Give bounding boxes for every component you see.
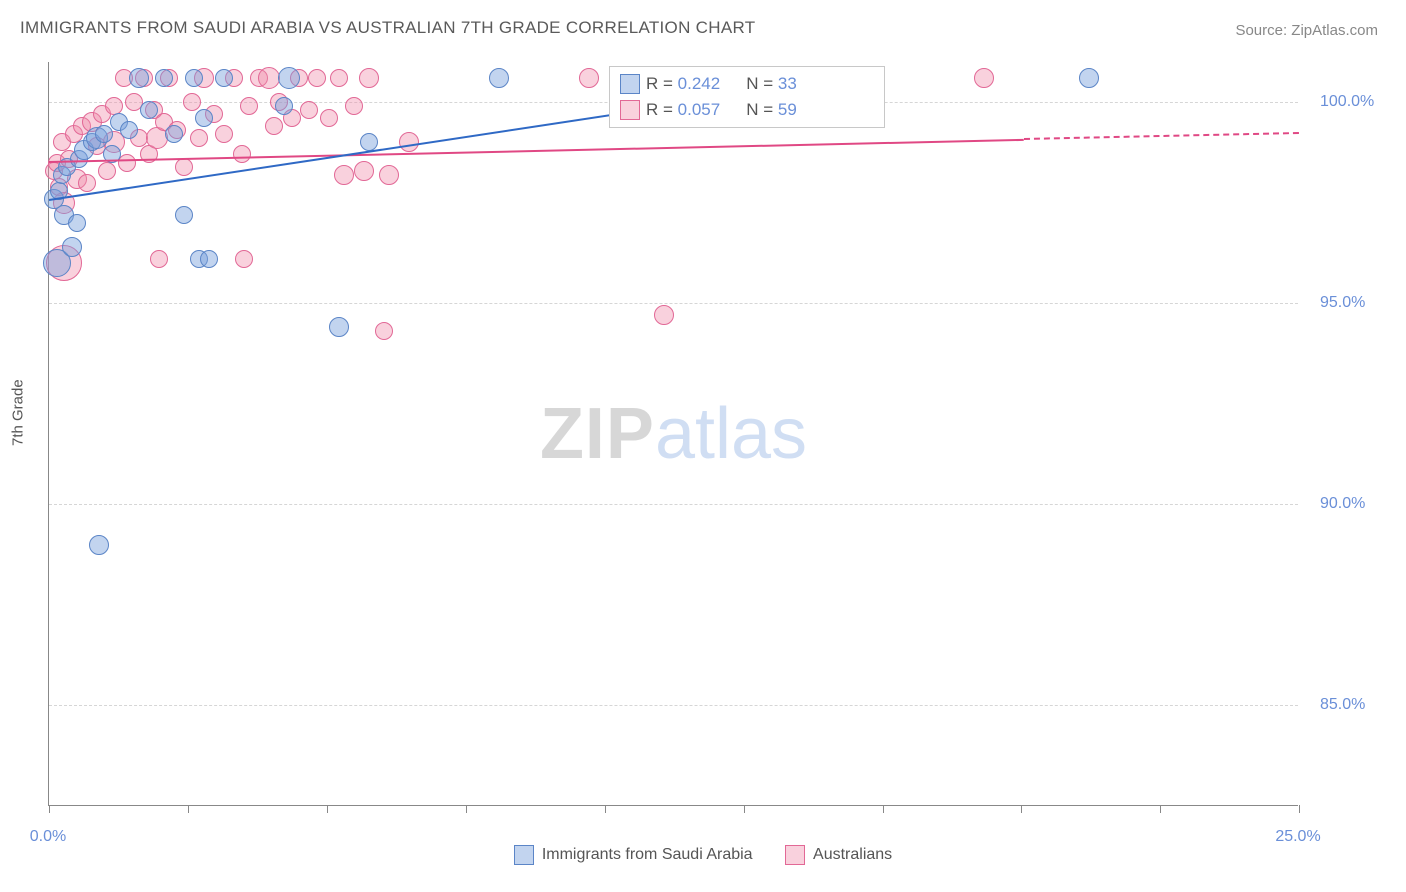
data-point: [62, 237, 82, 257]
swatch-blue: [620, 74, 640, 94]
data-point: [185, 69, 203, 87]
data-point: [175, 206, 193, 224]
watermark: ZIPatlas: [540, 393, 807, 475]
x-tick-label: 25.0%: [1275, 828, 1320, 846]
trend-line: [1024, 132, 1299, 140]
stat-n-label: N = 33: [746, 74, 797, 94]
y-tick-label: 100.0%: [1320, 93, 1374, 111]
data-point: [89, 535, 109, 555]
data-point: [308, 69, 326, 87]
chart-title: IMMIGRANTS FROM SAUDI ARABIA VS AUSTRALI…: [20, 18, 755, 38]
data-point: [329, 317, 349, 337]
data-point: [258, 67, 280, 89]
x-tick: [1299, 805, 1300, 813]
data-point: [330, 69, 348, 87]
bottom-legend: Immigrants from Saudi Arabia Australians: [0, 845, 1406, 870]
data-point: [1079, 68, 1099, 88]
legend-label-blue: Immigrants from Saudi Arabia: [542, 846, 753, 864]
data-point: [98, 162, 116, 180]
data-point: [215, 125, 233, 143]
data-point: [190, 129, 208, 147]
x-tick: [744, 805, 745, 813]
data-point: [275, 97, 293, 115]
data-point: [120, 121, 138, 139]
y-tick-label: 90.0%: [1320, 495, 1365, 513]
data-point: [150, 250, 168, 268]
data-point: [278, 67, 300, 89]
x-tick: [466, 805, 467, 813]
data-point: [300, 101, 318, 119]
data-point: [489, 68, 509, 88]
data-point: [183, 93, 201, 111]
data-point: [654, 305, 674, 325]
stats-legend: R = 0.242 N = 33 R = 0.057 N = 59: [609, 66, 885, 128]
x-tick: [188, 805, 189, 813]
stat-r-label: R = 0.057: [646, 100, 720, 120]
swatch-pink: [620, 100, 640, 120]
data-point: [375, 322, 393, 340]
data-point: [235, 250, 253, 268]
legend-item-blue: Immigrants from Saudi Arabia: [514, 845, 753, 865]
data-point: [155, 69, 173, 87]
data-point: [140, 101, 158, 119]
stats-legend-row: R = 0.057 N = 59: [620, 97, 874, 123]
y-tick-label: 85.0%: [1320, 696, 1365, 714]
data-point: [78, 174, 96, 192]
x-tick: [49, 805, 50, 813]
swatch-blue: [514, 845, 534, 865]
data-point: [579, 68, 599, 88]
data-point: [265, 117, 283, 135]
x-tick: [1021, 805, 1022, 813]
data-point: [68, 214, 86, 232]
x-tick: [1160, 805, 1161, 813]
data-point: [345, 97, 363, 115]
data-point: [175, 158, 193, 176]
data-point: [354, 161, 374, 181]
stat-n-label: N = 59: [746, 100, 797, 120]
y-tick-label: 95.0%: [1320, 294, 1365, 312]
x-tick: [327, 805, 328, 813]
data-point: [233, 145, 251, 163]
x-tick: [883, 805, 884, 813]
stat-r-label: R = 0.242: [646, 74, 720, 94]
gridline: [49, 303, 1298, 304]
data-point: [320, 109, 338, 127]
gridline: [49, 705, 1298, 706]
source-label: Source: ZipAtlas.com: [1235, 22, 1378, 39]
data-point: [195, 109, 213, 127]
data-point: [95, 125, 113, 143]
swatch-pink: [785, 845, 805, 865]
y-axis-label: 7th Grade: [10, 379, 27, 446]
data-point: [215, 69, 233, 87]
data-point: [165, 125, 183, 143]
legend-item-pink: Australians: [785, 845, 892, 865]
data-point: [200, 250, 218, 268]
data-point: [379, 165, 399, 185]
legend-label-pink: Australians: [813, 846, 892, 864]
plot-area: ZIPatlas R = 0.242 N = 33 R = 0.057 N = 59: [48, 62, 1298, 806]
data-point: [334, 165, 354, 185]
x-tick: [605, 805, 606, 813]
data-point: [240, 97, 258, 115]
stats-legend-row: R = 0.242 N = 33: [620, 71, 874, 97]
data-point: [129, 68, 149, 88]
gridline: [49, 504, 1298, 505]
x-tick-label: 0.0%: [30, 828, 66, 846]
data-point: [359, 68, 379, 88]
data-point: [974, 68, 994, 88]
